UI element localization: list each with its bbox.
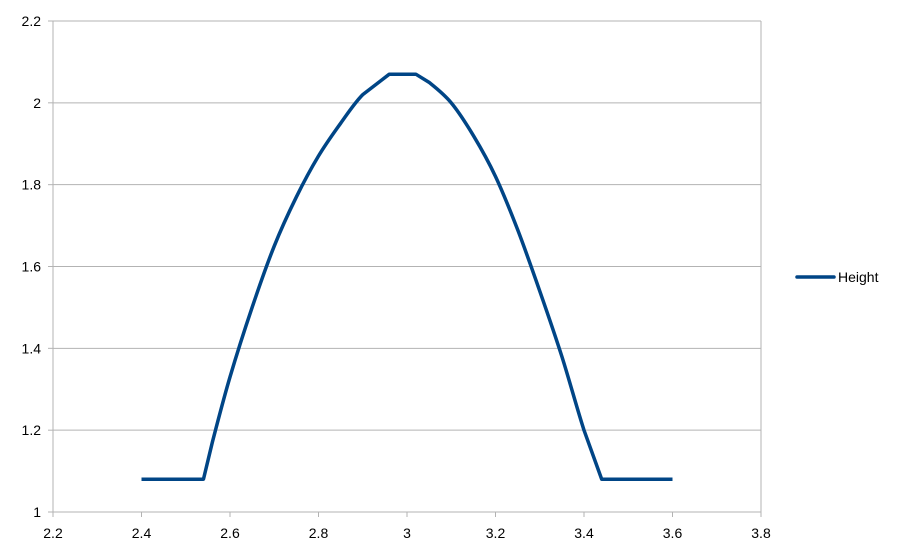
y-tick-label: 1 bbox=[33, 504, 41, 520]
y-tick-label: 1.6 bbox=[22, 259, 42, 275]
y-tick-label: 2 bbox=[33, 95, 41, 111]
x-tick-label: 3 bbox=[403, 525, 411, 541]
x-tick-label: 3.8 bbox=[751, 525, 771, 541]
series-layer bbox=[141, 72, 673, 482]
x-tick-label: 3.6 bbox=[663, 525, 683, 541]
x-tick-label: 2.2 bbox=[43, 525, 63, 541]
y-tick-label: 2.2 bbox=[22, 13, 42, 29]
grid bbox=[53, 20, 761, 513]
x-tick-label: 2.6 bbox=[220, 525, 240, 541]
series-line-height bbox=[141, 72, 673, 482]
y-tick-label: 1.8 bbox=[22, 177, 42, 193]
axes: 1 1.2 1.4 1.6 1.8 2 2.2 2.2 2.4 2.6 2.8 3 3.2 3.4 3.6 3… bbox=[22, 13, 771, 541]
legend-label: Height bbox=[838, 269, 879, 285]
x-tick-label: 3.4 bbox=[574, 525, 594, 541]
legend: Height bbox=[795, 269, 879, 285]
x-tick-label: 3.2 bbox=[486, 525, 506, 541]
y-tick-label: 1.4 bbox=[22, 340, 42, 356]
x-tick-label: 2.8 bbox=[309, 525, 329, 541]
x-tick-label: 2.4 bbox=[132, 525, 152, 541]
y-tick-label: 1.2 bbox=[22, 422, 42, 438]
